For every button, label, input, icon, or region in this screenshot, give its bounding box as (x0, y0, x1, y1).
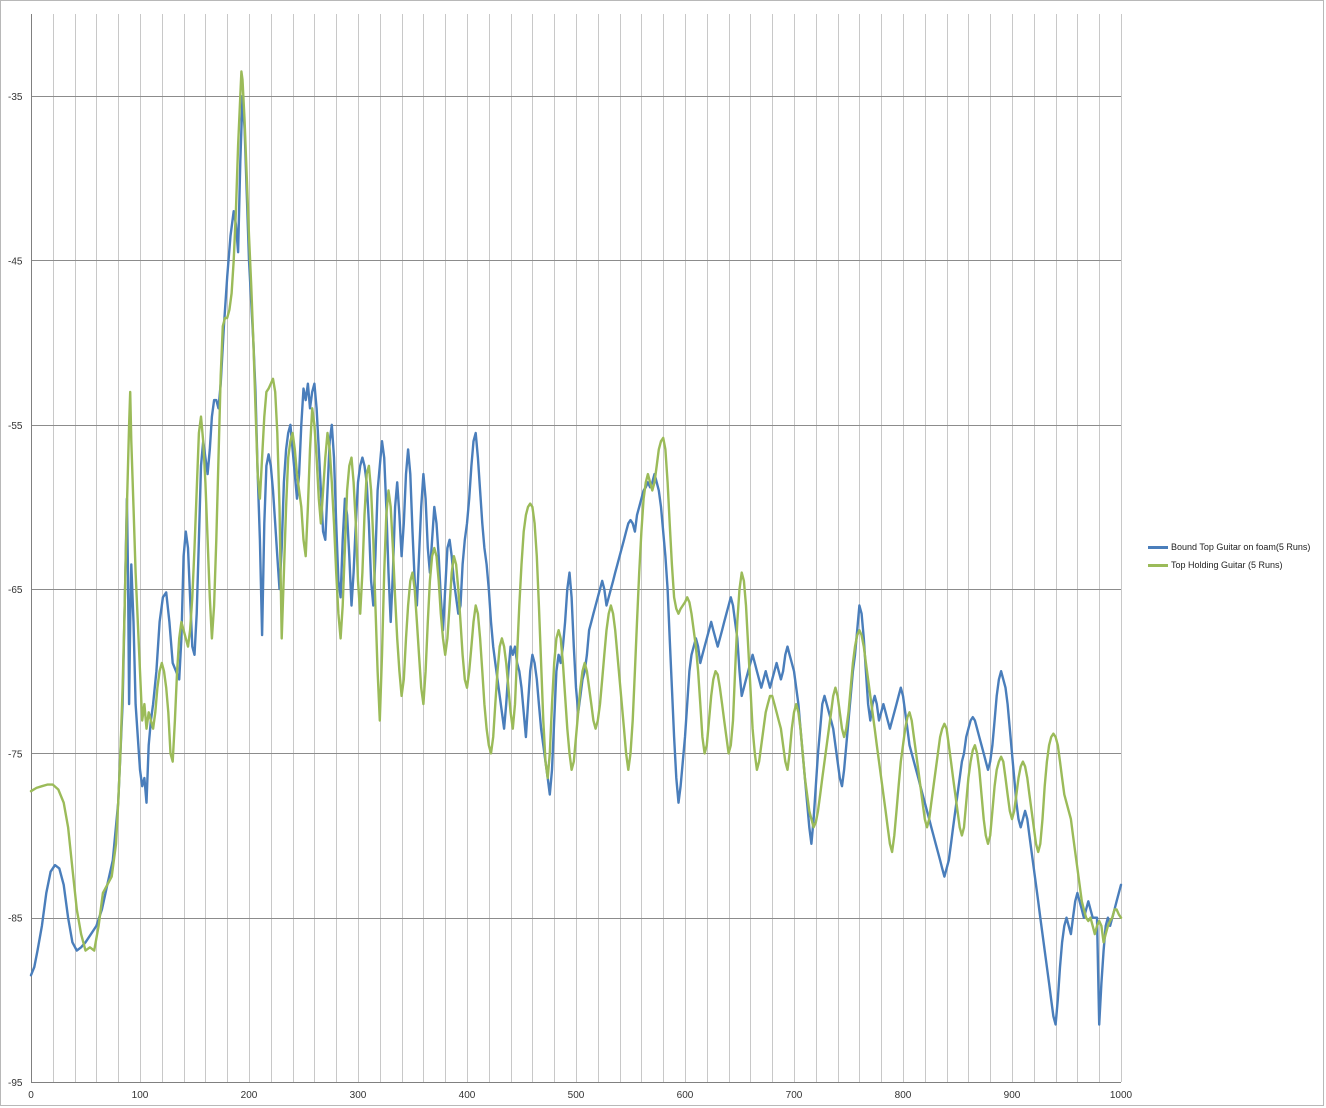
legend-swatch-bound-top (1148, 545, 1168, 549)
legend: Bound Top Guitar on foam(5 Runs) Top Hol… (1148, 538, 1324, 574)
y-tick-label: -85 (8, 914, 23, 925)
x-tick-label: 500 (568, 1090, 585, 1101)
minor-gridlines (53, 14, 1122, 1082)
x-tick-label: 0 (28, 1090, 34, 1101)
y-tick-label: -55 (8, 421, 23, 432)
y-tick-labels: -35 -45 -55 -65 -75 -85 -95 (8, 92, 23, 1089)
x-tick-label: 900 (1004, 1090, 1021, 1101)
x-tick-label: 700 (786, 1090, 803, 1101)
axes (31, 14, 1121, 1083)
x-tick-label: 600 (677, 1090, 694, 1101)
legend-item-bound-top: Bound Top Guitar on foam(5 Runs) (1148, 538, 1324, 556)
legend-label-top-holding: Top Holding Guitar (5 Runs) (1171, 560, 1283, 570)
legend-label-bound-top: Bound Top Guitar on foam(5 Runs) (1171, 542, 1311, 552)
y-tick-label: -45 (8, 256, 23, 267)
x-tick-label: 800 (895, 1090, 912, 1101)
x-tick-label: 400 (459, 1090, 476, 1101)
legend-swatch-top-holding (1148, 563, 1168, 567)
x-tick-label: 200 (241, 1090, 258, 1101)
legend-item-top-holding: Top Holding Guitar (5 Runs) (1148, 556, 1324, 574)
x-tick-labels: 0 100 200 300 400 500 600 700 800 900 1000 (28, 1090, 1132, 1101)
x-tick-label: 300 (350, 1090, 367, 1101)
y-tick-label: -65 (8, 585, 23, 596)
major-gridlines (31, 96, 1121, 919)
y-tick-label: -75 (8, 749, 23, 760)
series-line-bound-top (29, 95, 1123, 1026)
series-line-top-holding (29, 70, 1123, 952)
y-tick-label: -35 (8, 92, 23, 103)
x-tick-label: 1000 (1110, 1090, 1133, 1101)
x-tick-label: 100 (132, 1090, 149, 1101)
series-layer (29, 70, 1123, 1026)
y-tick-label: -95 (8, 1078, 23, 1089)
